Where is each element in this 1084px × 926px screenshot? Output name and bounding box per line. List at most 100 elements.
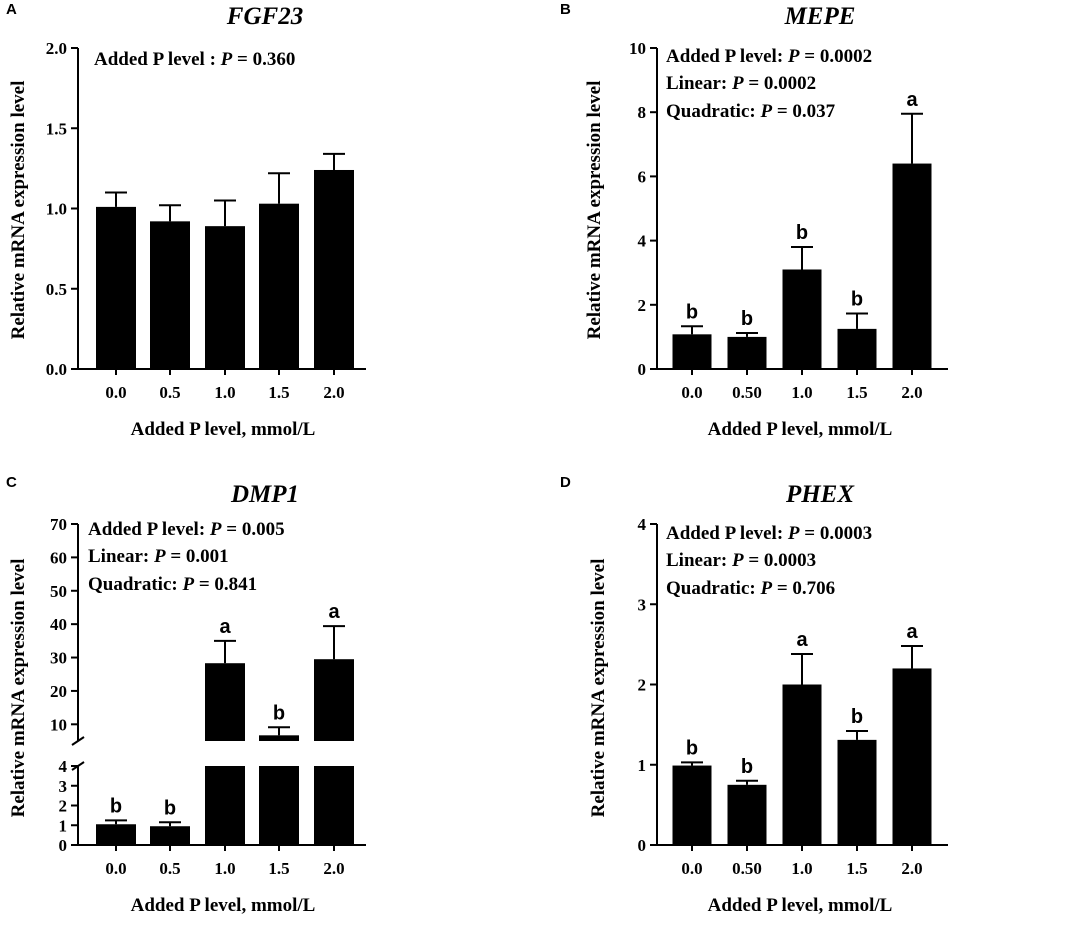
significance-letter: b bbox=[851, 706, 863, 728]
stat-p-symbol: P bbox=[731, 73, 744, 94]
significance-letter: b bbox=[686, 301, 698, 323]
significance-letter: a bbox=[906, 621, 918, 643]
chart-title: PHEX bbox=[785, 481, 855, 508]
stat-p-symbol: P bbox=[153, 546, 166, 567]
bar bbox=[782, 684, 822, 845]
significance-letter: b bbox=[851, 288, 863, 310]
stat-annotation: Added P level: P = 0.0002 bbox=[666, 46, 872, 67]
bar bbox=[892, 163, 932, 369]
y-tick-label: 2 bbox=[59, 797, 68, 816]
stat-value: = 0.005 bbox=[222, 519, 285, 540]
bar bbox=[150, 221, 190, 369]
stat-p-symbol: P bbox=[759, 578, 772, 599]
bar-lower-segment bbox=[205, 766, 245, 845]
bar bbox=[782, 269, 822, 369]
stat-value: = 0.0003 bbox=[800, 523, 873, 544]
x-tick-label: 1.0 bbox=[791, 383, 812, 402]
y-tick-label: 40 bbox=[50, 615, 67, 634]
bar-lower-segment bbox=[259, 766, 299, 845]
significance-letter: b bbox=[796, 222, 808, 244]
stat-value: = 0.037 bbox=[772, 101, 836, 122]
y-tick-label: 10 bbox=[50, 715, 67, 734]
x-axis-label: Added P level, mmol/L bbox=[708, 895, 893, 916]
y-tick-label: 2.0 bbox=[46, 39, 67, 58]
stat-label: Quadratic: bbox=[666, 101, 760, 122]
x-tick-label: 1.5 bbox=[268, 859, 289, 878]
bar bbox=[837, 328, 877, 369]
panel-letter: B bbox=[560, 1, 571, 18]
stat-value: = 0.360 bbox=[232, 49, 295, 70]
y-axis-label: Relative mRNA expression level bbox=[588, 559, 609, 818]
y-tick-label: 4 bbox=[59, 757, 68, 776]
bar bbox=[96, 206, 136, 369]
stat-label: Quadratic: bbox=[666, 578, 760, 599]
chart-title: DMP1 bbox=[230, 481, 299, 508]
chart-panel-b: B MEPE Added P level, mmol/L Relative mRNA … bbox=[560, 1, 948, 440]
y-tick-label: 6 bbox=[638, 167, 647, 186]
significance-letter: b bbox=[110, 795, 122, 817]
stat-annotation: Quadratic: P = 0.037 bbox=[666, 101, 836, 122]
significance-letter: a bbox=[796, 629, 808, 651]
y-tick-label: 0 bbox=[638, 360, 647, 379]
x-tick-label: 1.5 bbox=[268, 383, 289, 402]
x-tick-label: 0.0 bbox=[105, 859, 126, 878]
bar bbox=[259, 735, 299, 741]
stat-p-symbol: P bbox=[787, 46, 800, 67]
stat-value: = 0.841 bbox=[194, 574, 257, 595]
chart-panel-a: A FGF23 Added P level, mmol/L Relative mRNA… bbox=[6, 1, 366, 440]
bar bbox=[205, 663, 245, 741]
x-tick-label: 0.5 bbox=[159, 383, 180, 402]
stat-p-symbol: P bbox=[731, 550, 744, 571]
x-axis-label: Added P level, mmol/L bbox=[131, 419, 316, 440]
bar bbox=[205, 226, 245, 369]
y-tick-label: 10 bbox=[629, 39, 646, 58]
x-tick-label: 0.0 bbox=[681, 859, 702, 878]
y-axis-label: Relative mRNA expression level bbox=[8, 81, 29, 340]
chart-panel-d: D PHEX Added P level, mmol/L Relative mRNA … bbox=[560, 474, 948, 916]
bar bbox=[150, 826, 190, 845]
chart-title: MEPE bbox=[784, 3, 856, 30]
x-tick-label: 1.5 bbox=[846, 859, 867, 878]
y-tick-label: 3 bbox=[638, 595, 647, 614]
x-tick-label: 1.0 bbox=[214, 383, 235, 402]
bar bbox=[96, 824, 136, 845]
y-axis-label: Relative mRNA expression level bbox=[584, 81, 605, 340]
significance-letter: b bbox=[164, 797, 176, 819]
x-tick-label: 2.0 bbox=[901, 383, 922, 402]
stat-label: Linear: bbox=[666, 550, 732, 571]
y-tick-label: 4 bbox=[638, 515, 647, 534]
stat-p-symbol: P bbox=[209, 519, 222, 540]
x-tick-label: 2.0 bbox=[323, 383, 344, 402]
chart-panel-c: C DMP1 Added P level, mmol/L Relative mRNA … bbox=[6, 474, 366, 916]
stat-p-symbol: P bbox=[220, 49, 233, 70]
stat-label: Added P level: bbox=[88, 519, 210, 540]
stat-label: Linear: bbox=[666, 73, 732, 94]
panel-letter: A bbox=[6, 1, 17, 18]
y-tick-label: 50 bbox=[50, 582, 67, 601]
y-tick-label: 1.0 bbox=[46, 200, 67, 219]
bar bbox=[892, 668, 932, 845]
stat-annotation: Added P level: P = 0.0003 bbox=[666, 523, 872, 544]
stat-annotation: Quadratic: P = 0.841 bbox=[88, 574, 257, 595]
significance-letter: b bbox=[741, 756, 753, 778]
stat-value: = 0.706 bbox=[772, 578, 835, 599]
stat-label: Quadratic: bbox=[88, 574, 182, 595]
y-tick-label: 3 bbox=[59, 777, 68, 796]
stat-p-symbol: P bbox=[787, 523, 800, 544]
x-tick-label: 1.5 bbox=[846, 383, 867, 402]
stat-value: = 0.0003 bbox=[744, 550, 817, 571]
y-tick-label: 0.0 bbox=[46, 360, 67, 379]
x-tick-label: 0.5 bbox=[159, 859, 180, 878]
axis-break-mark bbox=[71, 736, 85, 746]
significance-letter: b bbox=[273, 702, 285, 724]
bar bbox=[314, 659, 354, 741]
panel-letter: C bbox=[6, 474, 17, 491]
bar bbox=[314, 169, 354, 369]
y-tick-label: 8 bbox=[638, 103, 647, 122]
stat-annotation: Added P level: P = 0.005 bbox=[88, 519, 285, 540]
y-tick-label: 2 bbox=[638, 676, 647, 695]
bar bbox=[727, 336, 767, 369]
x-tick-label: 2.0 bbox=[901, 859, 922, 878]
